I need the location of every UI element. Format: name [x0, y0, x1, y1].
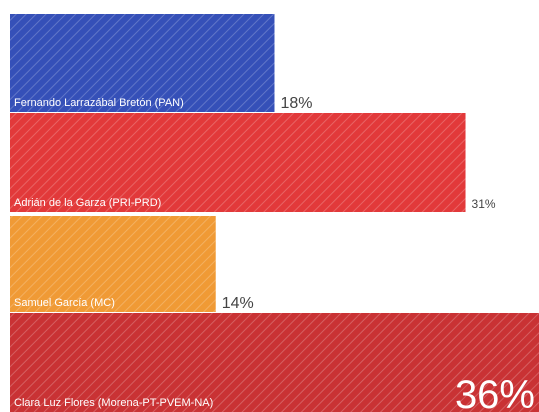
bar-1-hatch: [10, 14, 275, 112]
value-label-3: 14%: [222, 295, 254, 312]
category-label-3: Samuel García (MC): [14, 297, 115, 309]
value-label-1: 18%: [281, 95, 313, 112]
bar-4-hatch: [10, 313, 539, 412]
value-label-4: 36%: [455, 373, 535, 412]
category-label-2: Adrián de la Garza (PRI-PRD): [14, 197, 161, 209]
value-label-2: 31%: [472, 197, 496, 211]
bars-group: Fernando Larrazábal Bretón (PAN) 18% Adriá…: [10, 14, 539, 412]
category-label-1: Fernando Larrazábal Bretón (PAN): [14, 97, 184, 109]
bar-2-hatch: [10, 113, 466, 212]
bar-3-hatch: [10, 216, 216, 312]
category-label-4: Clara Luz Flores (Morena-PT-PVEM-NA): [14, 397, 213, 409]
